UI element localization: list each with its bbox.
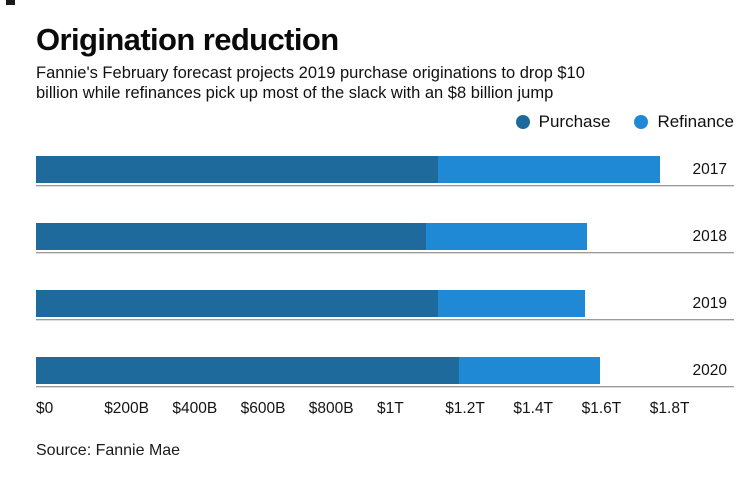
bar-segment-purchase	[36, 357, 459, 384]
x-axis: $0 $200B $400B $600B $800B $1T $1.2T $1.4T $1.6T…	[36, 400, 736, 420]
subtitle-line-2: billion while refinances pick up most of…	[36, 84, 554, 102]
legend-dot-refinance-icon	[634, 115, 649, 129]
x-axis-tick-label: $1T	[377, 400, 404, 417]
bar-row-2017: 2017	[36, 156, 734, 192]
legend-item-purchase: Purchase	[515, 112, 611, 132]
bar-segment-refinance	[438, 290, 585, 317]
x-axis-tick-label: $800B	[308, 400, 354, 417]
bar-segment-purchase	[36, 223, 427, 250]
year-label: 2019	[692, 295, 727, 312]
bar-chart-plot-area: 2017 2018 2019 2020	[36, 156, 734, 396]
year-label: 2020	[692, 362, 727, 379]
year-label: 2017	[692, 161, 727, 178]
stacked-bar-2020	[36, 357, 601, 384]
stacked-bar-2019	[36, 290, 585, 317]
bar-row-2018: 2018	[36, 223, 734, 259]
row-baseline	[36, 252, 734, 254]
bar-segment-refinance	[426, 223, 587, 250]
chart-legend: Purchase Refinance	[515, 112, 734, 132]
x-axis-tick-label: $1.4T	[513, 400, 554, 417]
x-axis-tick-label: $1.8T	[649, 400, 690, 417]
row-baseline	[36, 319, 734, 321]
chart-title: Origination reduction	[36, 22, 339, 57]
bar-segment-refinance	[438, 156, 661, 183]
year-label: 2018	[692, 228, 727, 245]
x-axis-tick-label: $400B	[172, 400, 218, 417]
bar-segment-purchase	[36, 290, 439, 317]
legend-label: Purchase	[538, 112, 611, 131]
crop-artifact	[6, 0, 15, 5]
bar-row-2019: 2019	[36, 290, 734, 326]
x-axis-tick-label: $1.6T	[581, 400, 622, 417]
bar-row-2020: 2020	[36, 357, 734, 393]
x-axis-tick-label: $600B	[240, 400, 286, 417]
x-axis-tick-label: $0	[36, 400, 54, 417]
chart-subtitle: Fannie's February forecast projects 2019…	[36, 63, 585, 103]
row-baseline	[36, 386, 734, 388]
stacked-bar-2018	[36, 223, 587, 250]
subtitle-line-1: Fannie's February forecast projects 2019…	[36, 64, 585, 82]
stacked-bar-2017	[36, 156, 661, 183]
legend-dot-purchase-icon	[515, 115, 530, 129]
legend-label: Refinance	[657, 112, 734, 131]
bar-segment-purchase	[36, 156, 439, 183]
legend-item-refinance: Refinance	[634, 112, 734, 132]
row-baseline	[36, 185, 734, 187]
source-attribution: Source: Fannie Mae	[36, 442, 181, 459]
x-axis-tick-label: $1.2T	[445, 400, 485, 417]
bar-segment-refinance	[458, 357, 601, 384]
x-axis-tick-label: $200B	[104, 400, 150, 417]
